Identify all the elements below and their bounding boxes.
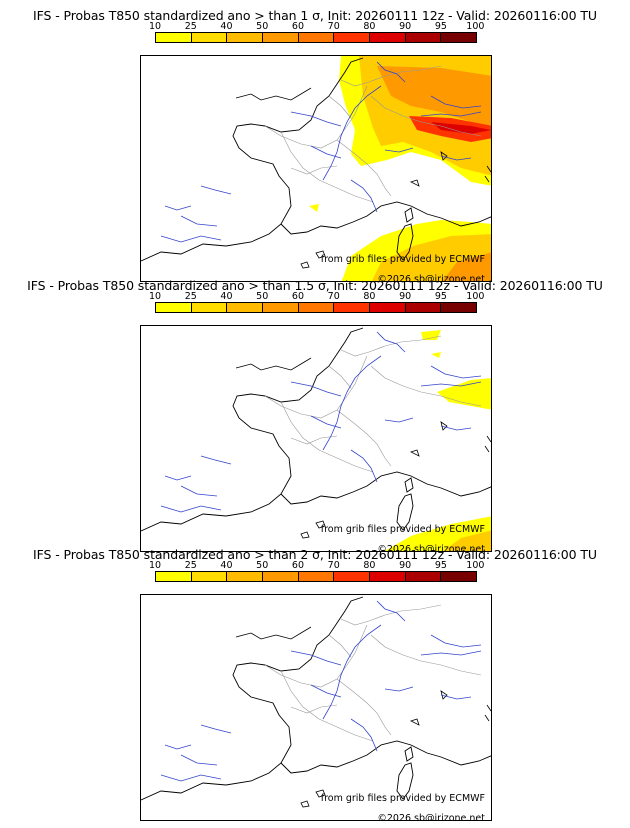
prob-area-sea-orange [442, 252, 491, 281]
legend-tick: 50 [256, 560, 269, 571]
panel-title: IFS - Probas T850 standardized ano > tha… [33, 547, 597, 562]
legend-tick: 25 [184, 21, 197, 32]
legend-tick: 100 [466, 291, 485, 302]
copyright-credit: ©2026 sb@irizone.net [377, 274, 485, 282]
basemap-lines [141, 596, 491, 808]
data-source-credit: from grib files provided by ECMWF [320, 793, 485, 804]
colorbar-swatch [334, 572, 371, 581]
legend-tick: 50 [256, 21, 269, 32]
colorbar-swatch [405, 303, 442, 312]
probability-colorbar [155, 302, 477, 313]
legend-tick: 80 [363, 560, 376, 571]
map-canvas [141, 596, 491, 808]
colorbar-swatch [227, 33, 264, 42]
legend-tick: 70 [327, 560, 340, 571]
colorbar-swatch [191, 33, 228, 42]
colorbar-swatch [298, 303, 335, 312]
prob-area-orange [377, 66, 491, 133]
legend-tick: 100 [466, 21, 485, 32]
france-probability-map: from grib files provided by ECMWF ©2026 … [140, 594, 492, 821]
legend-tick: 25 [184, 560, 197, 571]
colorbar-swatch [334, 303, 371, 312]
colorbar-swatch [191, 303, 228, 312]
legend-tick: 100 [466, 560, 485, 571]
legend-tick: 90 [399, 291, 412, 302]
panel-title: IFS - Probas T850 standardized ano > tha… [33, 8, 597, 23]
legend-tick: 80 [363, 21, 376, 32]
prob-area-yellow [437, 378, 491, 410]
map-canvas [141, 327, 491, 551]
colorbar-swatch [227, 572, 264, 581]
copyright-credit: ©2026 sb@irizone.net [377, 544, 485, 552]
prob-area-yellow-small [421, 330, 441, 340]
legend-tick: 70 [327, 291, 340, 302]
colorbar-swatch [156, 303, 192, 312]
legend-tick: 95 [434, 21, 447, 32]
data-source-credit: from grib files provided by ECMWF [320, 524, 485, 535]
legend-tick: 60 [291, 291, 304, 302]
data-source-credit: from grib files provided by ECMWF [320, 254, 485, 265]
legend-tick: 60 [291, 560, 304, 571]
colorbar-swatch [156, 33, 192, 42]
colorbar-swatch [263, 572, 299, 581]
probability-colorbar [155, 571, 477, 582]
colorbar-swatch [263, 303, 299, 312]
probability-colorbar [155, 32, 477, 43]
legend-tick: 50 [256, 291, 269, 302]
forecast-panel-2: IFS - Probas T850 standardized ano > tha… [0, 278, 630, 552]
forecast-panel-3: IFS - Probas T850 standardized ano > tha… [0, 547, 630, 821]
legend-tick-labels: 10 25 40 50 60 70 80 90 95 100 [149, 21, 484, 33]
colorbar-swatch [370, 572, 406, 581]
france-probability-map: from grib files provided by ECMWF ©2026 … [140, 55, 492, 282]
colorbar-swatch [441, 303, 477, 312]
map-canvas [141, 56, 491, 281]
forecast-panel-1: IFS - Probas T850 standardized ano > tha… [0, 8, 630, 282]
legend-tick: 80 [363, 291, 376, 302]
colorbar-swatch [441, 572, 477, 581]
colorbar-swatch [156, 572, 192, 581]
colorbar-swatch [405, 572, 442, 581]
colorbar-swatch [334, 33, 371, 42]
colorbar-swatch [298, 572, 335, 581]
basemap-lines [141, 327, 491, 539]
legend-tick: 10 [148, 21, 162, 32]
legend-tick: 25 [184, 291, 197, 302]
colorbar-swatch [370, 303, 406, 312]
colorbar-swatch [263, 33, 299, 42]
legend-tick: 90 [399, 560, 412, 571]
colorbar-swatch [298, 33, 335, 42]
prob-area-yellow-small [431, 352, 441, 358]
legend-tick: 10 [148, 291, 162, 302]
legend-tick-labels: 10 25 40 50 60 70 80 90 95 100 [149, 291, 484, 303]
copyright-credit: ©2026 sb@irizone.net [377, 813, 485, 821]
legend-tick-labels: 10 25 40 50 60 70 80 90 95 100 [149, 560, 484, 572]
colorbar-swatch [370, 33, 406, 42]
prob-area-small [309, 204, 319, 212]
france-probability-map: from grib files provided by ECMWF ©2026 … [140, 325, 492, 552]
colorbar-swatch [405, 33, 442, 42]
prob-area-darkred [431, 122, 491, 134]
legend-tick: 10 [148, 560, 162, 571]
legend-tick: 95 [434, 291, 447, 302]
legend-tick: 40 [220, 291, 233, 302]
colorbar-swatch [191, 572, 228, 581]
panel-title: IFS - Probas T850 standardized ano > tha… [27, 278, 603, 293]
legend-tick: 60 [291, 21, 304, 32]
legend-tick: 70 [327, 21, 340, 32]
legend-tick: 90 [399, 21, 412, 32]
prob-area-sea-gold [443, 530, 491, 551]
legend-tick: 40 [220, 560, 233, 571]
legend-tick: 95 [434, 560, 447, 571]
colorbar-swatch [227, 303, 264, 312]
legend-tick: 40 [220, 21, 233, 32]
colorbar-swatch [441, 33, 477, 42]
